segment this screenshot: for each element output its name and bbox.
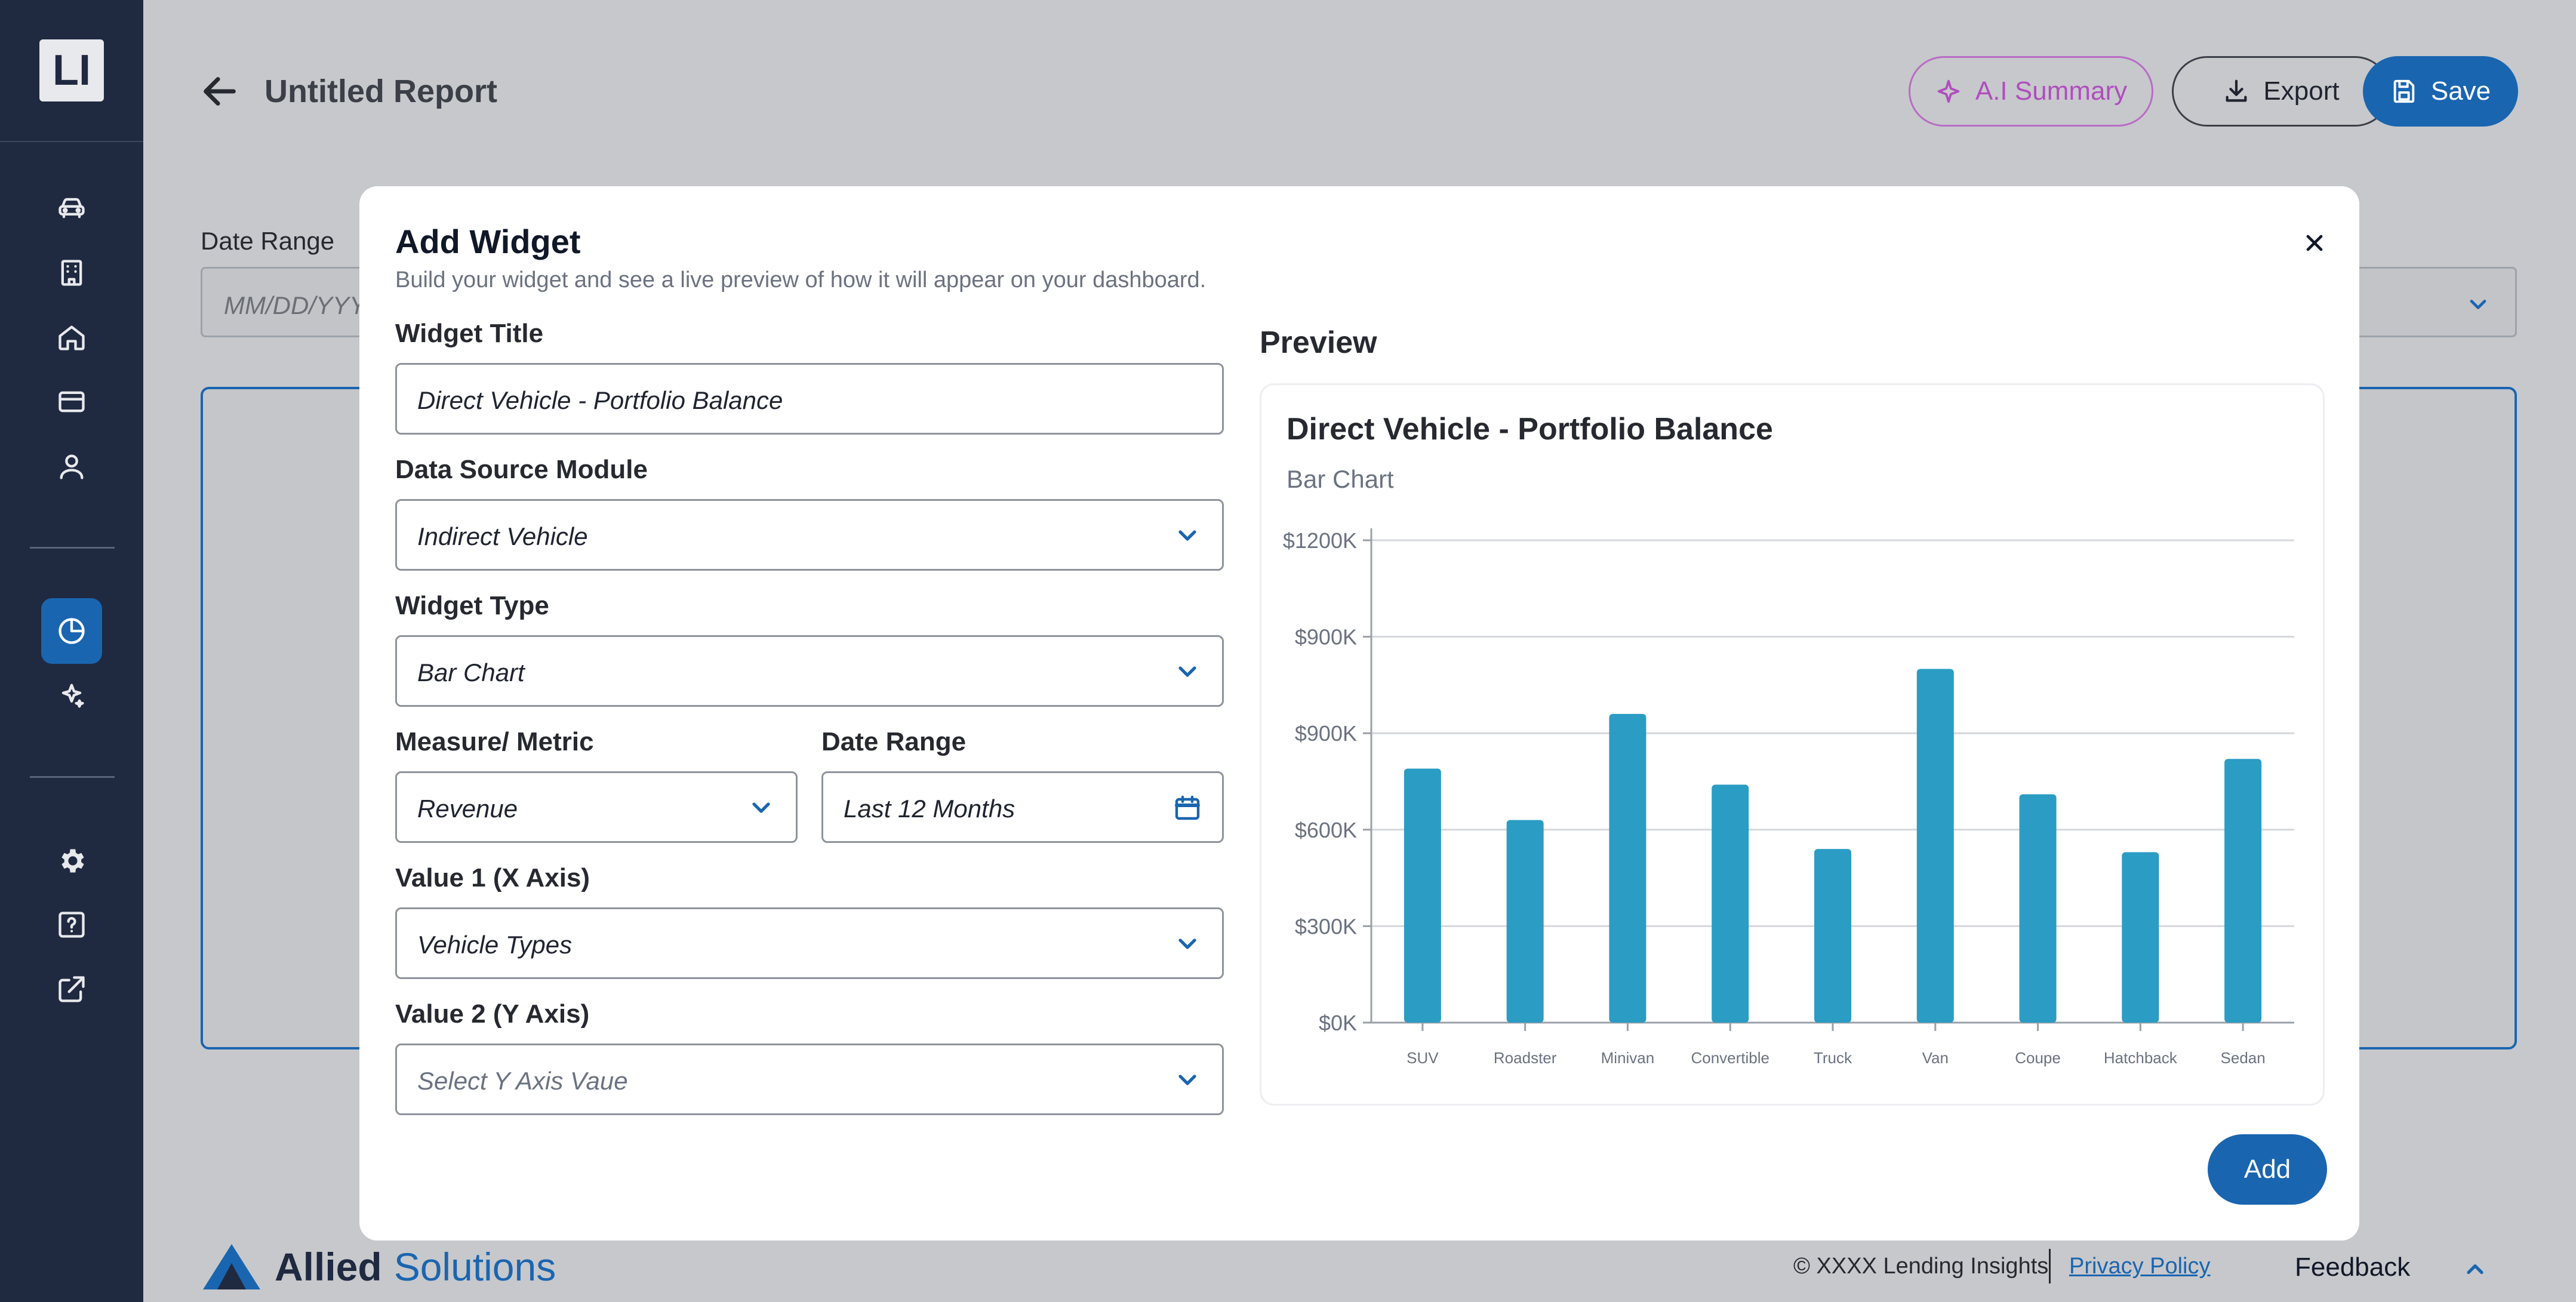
- y-tick-label: $900K: [1295, 625, 1357, 650]
- x-axis-value: Vehicle Types: [417, 931, 573, 959]
- chevron-up-icon[interactable]: [2462, 1256, 2488, 1282]
- preview-label: Preview: [1260, 325, 1377, 360]
- chevron-down-icon: [1173, 929, 1202, 958]
- data-source-value: Indirect Vehicle: [417, 522, 588, 550]
- x-tick-label: Roadster: [1494, 1049, 1557, 1067]
- back-arrow-icon[interactable]: [199, 70, 241, 112]
- y-tick-label: $300K: [1295, 914, 1357, 938]
- preview-card: Direct Vehicle - Portfolio Balance Bar C…: [1260, 383, 2325, 1106]
- x-tick-label: Coupe: [2015, 1049, 2061, 1067]
- x-tick-label: Convertible: [1691, 1049, 1769, 1067]
- x-axis-select[interactable]: Vehicle Types: [395, 907, 1224, 979]
- x-axis-label: Value 1 (X Axis): [395, 863, 590, 892]
- gear-icon[interactable]: [45, 834, 99, 888]
- chevron-down-icon[interactable]: [2465, 291, 2491, 318]
- ai-summary-label: A.I Summary: [1975, 76, 2128, 106]
- bar: [1814, 849, 1851, 1023]
- preview-widget-type: Bar Chart: [1287, 465, 1394, 493]
- bar: [1506, 820, 1544, 1023]
- y-tick-label: $1200K: [1283, 528, 1357, 553]
- building-icon[interactable]: [45, 246, 99, 300]
- sparkles-icon[interactable]: [45, 669, 99, 722]
- y-axis-placeholder: Select Y Axis Vaue: [417, 1067, 628, 1095]
- x-tick-label: Minivan: [1601, 1049, 1655, 1067]
- triangle-logo-icon: [203, 1244, 260, 1289]
- bar: [1609, 713, 1646, 1023]
- car-icon[interactable]: [45, 181, 99, 235]
- widget-type-select[interactable]: Bar Chart: [395, 635, 1224, 707]
- data-source-select[interactable]: Indirect Vehicle: [395, 499, 1224, 571]
- y-tick-label: $600K: [1295, 818, 1357, 842]
- widget-type-value: Bar Chart: [417, 658, 525, 687]
- sidebar-divider-2: [30, 776, 115, 778]
- save-label: Save: [2430, 76, 2491, 106]
- date-range-label: Date Range: [201, 227, 335, 255]
- preview-widget-title: Direct Vehicle - Portfolio Balance: [1287, 412, 1773, 447]
- user-icon[interactable]: [45, 439, 99, 493]
- chevron-down-icon: [1173, 1066, 1202, 1094]
- close-icon[interactable]: [2294, 222, 2335, 264]
- y-axis-select[interactable]: Select Y Axis Vaue: [395, 1044, 1224, 1115]
- export-button[interactable]: Export: [2172, 56, 2390, 127]
- add-button[interactable]: Add: [2208, 1134, 2327, 1205]
- date-range-picker[interactable]: Last 12 Months: [821, 771, 1224, 843]
- modal-date-range-label: Date Range: [821, 727, 967, 756]
- bar-chart: $0K $300K $600K $900K $900K $1200K SUV Roadster…: [1283, 528, 2294, 1067]
- external-link-icon[interactable]: [45, 962, 99, 1016]
- page-title: Untitled Report: [264, 73, 497, 109]
- chevron-down-icon: [747, 793, 775, 822]
- chevron-down-icon: [1173, 521, 1202, 550]
- sidebar: LI: [0, 0, 143, 1302]
- footer-separator: [2049, 1249, 2051, 1283]
- widget-title-label: Widget Title: [395, 319, 544, 348]
- bar: [1712, 784, 1749, 1023]
- widget-title-value: Direct Vehicle - Portfolio Balance: [417, 386, 783, 414]
- copyright-text: © XXXX Lending Insights: [1793, 1254, 2049, 1279]
- y-tick-label: $900K: [1295, 721, 1357, 746]
- x-tick-label: Truck: [1814, 1049, 1852, 1067]
- x-tick-label: Van: [1922, 1049, 1949, 1067]
- bar: [2019, 794, 2057, 1023]
- calendar-icon[interactable]: [1173, 793, 1202, 822]
- home-icon[interactable]: [45, 310, 99, 364]
- x-tick-label: Sedan: [2221, 1049, 2266, 1067]
- x-tick-label: Hatchback: [2104, 1049, 2178, 1067]
- measure-select[interactable]: Revenue: [395, 771, 798, 843]
- y-tick-label: $0K: [1319, 1011, 1357, 1035]
- privacy-policy-link[interactable]: Privacy Policy: [2069, 1254, 2211, 1279]
- pie-chart-icon[interactable]: [41, 598, 102, 664]
- bar: [1916, 669, 1954, 1023]
- bar: [2224, 759, 2262, 1023]
- data-source-label: Data Source Module: [395, 455, 648, 484]
- allied-solutions-logo: Allied Solutions: [201, 1242, 556, 1292]
- modal-subtitle: Build your widget and see a live preview…: [395, 267, 1207, 293]
- sidebar-top-divider: [0, 141, 143, 142]
- feedback-button[interactable]: Feedback: [2295, 1252, 2411, 1282]
- download-icon: [2223, 78, 2250, 105]
- app-logo[interactable]: LI: [39, 39, 104, 101]
- credit-card-icon[interactable]: [45, 375, 99, 429]
- widget-type-label: Widget Type: [395, 591, 549, 620]
- bar: [1404, 768, 1441, 1023]
- measure-label: Measure/ Metric: [395, 727, 594, 756]
- chevron-down-icon: [1173, 657, 1202, 686]
- help-icon[interactable]: [45, 898, 99, 952]
- x-tick-label: SUV: [1407, 1049, 1439, 1067]
- sparkle-icon: [1935, 78, 1962, 105]
- brand-solutions: Solutions: [393, 1245, 556, 1289]
- bar: [2122, 852, 2159, 1023]
- measure-value: Revenue: [417, 795, 518, 823]
- widget-title-input[interactable]: Direct Vehicle - Portfolio Balance: [395, 363, 1224, 435]
- y-axis-label: Value 2 (Y Axis): [395, 999, 590, 1029]
- ai-summary-button[interactable]: A.I Summary: [1909, 56, 2153, 127]
- add-widget-modal: Add Widget Build your widget and see a l…: [359, 186, 2359, 1241]
- export-label: Export: [2263, 76, 2340, 106]
- save-icon: [2390, 78, 2418, 105]
- sidebar-divider: [30, 547, 115, 549]
- save-button[interactable]: Save: [2363, 56, 2518, 127]
- date-range-value: Last 12 Months: [844, 795, 1015, 823]
- brand-allied: Allied: [275, 1245, 382, 1289]
- modal-title: Add Widget: [395, 223, 581, 260]
- date-range-placeholder: MM/DD/YYY: [224, 291, 367, 319]
